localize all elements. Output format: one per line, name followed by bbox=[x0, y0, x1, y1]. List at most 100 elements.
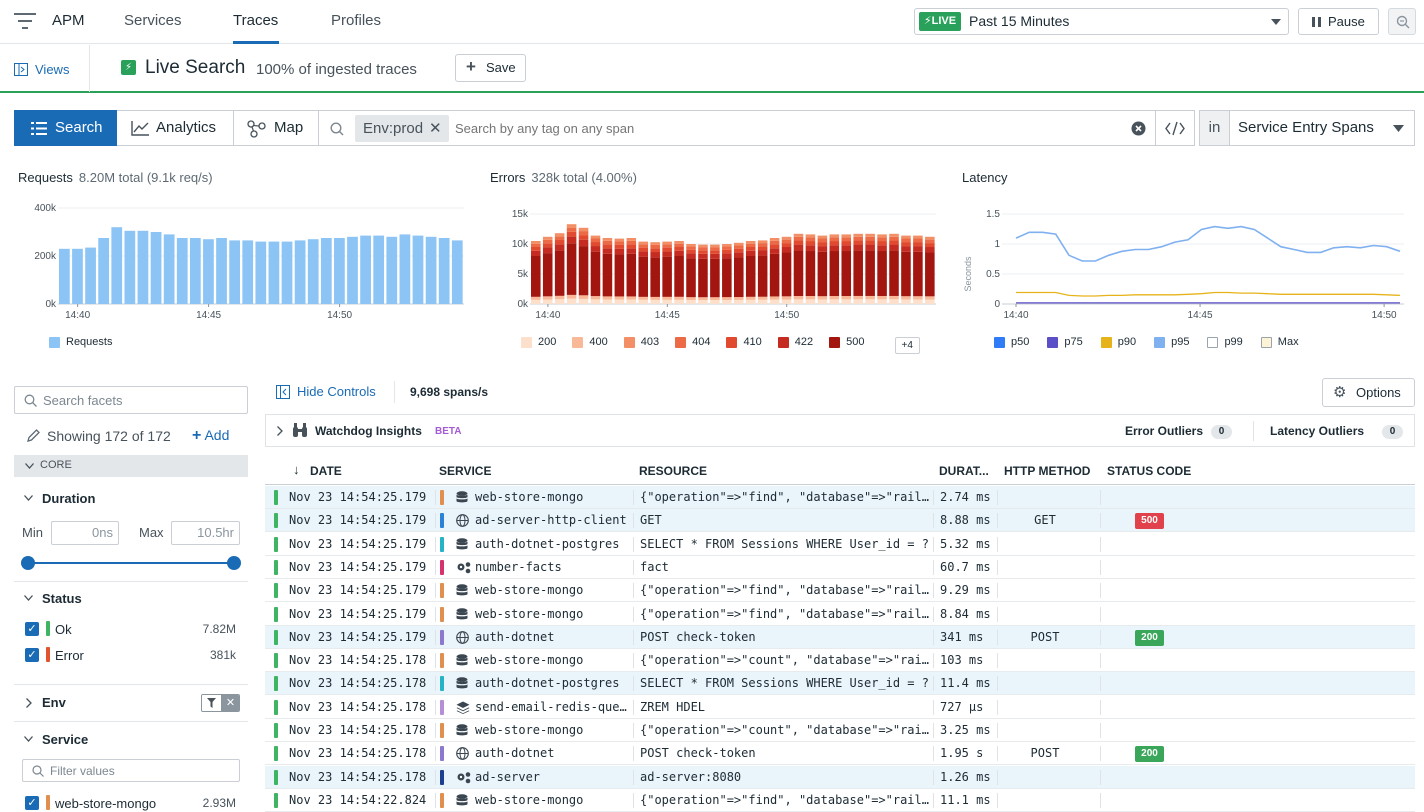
error-bar-segment[interactable] bbox=[710, 258, 720, 298]
error-bar-segment[interactable] bbox=[542, 296, 553, 300]
error-bar-segment[interactable] bbox=[805, 245, 816, 252]
error-bar-segment[interactable] bbox=[829, 296, 840, 300]
legend-item[interactable]: p95 bbox=[1154, 336, 1189, 348]
error-bar-segment[interactable] bbox=[650, 296, 660, 300]
error-bar-segment[interactable] bbox=[602, 240, 613, 245]
error-bar-segment[interactable] bbox=[817, 242, 828, 247]
error-bar-segment[interactable] bbox=[853, 250, 863, 296]
requests-chart[interactable]: 0k 200k 400k 14:40 14:45 14:50 bbox=[14, 192, 474, 324]
row-service[interactable]: web-store-mongo bbox=[475, 583, 584, 598]
error-bar-segment[interactable] bbox=[745, 299, 756, 304]
duration-max-input[interactable]: 10.5hr bbox=[171, 521, 240, 545]
error-bar-segment[interactable] bbox=[686, 297, 696, 300]
legend-more-button[interactable]: +4 bbox=[894, 336, 920, 354]
error-bar-segment[interactable] bbox=[554, 295, 565, 300]
error-bar-segment[interactable] bbox=[566, 236, 577, 244]
error-bar-segment[interactable] bbox=[710, 247, 720, 251]
error-bar-segment[interactable] bbox=[781, 252, 792, 297]
requests-bar[interactable] bbox=[242, 240, 254, 304]
error-bar-segment[interactable] bbox=[781, 239, 792, 244]
error-bar-segment[interactable] bbox=[877, 299, 887, 304]
row-service[interactable]: ad-server-http-client bbox=[475, 513, 627, 528]
error-bar-segment[interactable] bbox=[745, 243, 756, 247]
error-bar-segment[interactable] bbox=[817, 251, 828, 297]
error-bar-segment[interactable] bbox=[662, 256, 672, 297]
error-bar-segment[interactable] bbox=[662, 241, 672, 245]
requests-bar[interactable] bbox=[137, 230, 149, 304]
error-bar-segment[interactable] bbox=[650, 252, 660, 258]
env-facet-title[interactable]: Env bbox=[42, 695, 66, 710]
error-bar-segment[interactable] bbox=[745, 296, 756, 300]
error-bar-segment[interactable] bbox=[734, 252, 744, 258]
error-bar-segment[interactable] bbox=[793, 244, 804, 251]
legend-item[interactable]: Max bbox=[1260, 336, 1299, 348]
error-bar-segment[interactable] bbox=[614, 241, 625, 245]
error-bar-segment[interactable] bbox=[817, 246, 828, 252]
error-bar-segment[interactable] bbox=[805, 296, 816, 300]
error-bar-segment[interactable] bbox=[734, 257, 744, 298]
requests-bar[interactable] bbox=[59, 248, 70, 304]
requests-bar[interactable] bbox=[98, 238, 110, 304]
error-bar-segment[interactable] bbox=[745, 247, 756, 251]
error-bar-segment[interactable] bbox=[590, 299, 601, 304]
requests-bar[interactable] bbox=[281, 241, 293, 304]
error-bar-segment[interactable] bbox=[590, 246, 601, 252]
error-bar-segment[interactable] bbox=[793, 250, 804, 297]
status-facet-title[interactable]: Status bbox=[42, 591, 82, 606]
app-label[interactable]: APM bbox=[52, 12, 85, 29]
requests-bar[interactable] bbox=[203, 239, 214, 304]
error-bar-segment[interactable] bbox=[554, 299, 565, 304]
requests-bar[interactable] bbox=[150, 232, 162, 304]
error-bar-segment[interactable] bbox=[650, 299, 660, 304]
error-bar-segment[interactable] bbox=[913, 242, 923, 247]
error-bar-segment[interactable] bbox=[757, 246, 768, 251]
error-bar-segment[interactable] bbox=[722, 244, 732, 247]
error-bar-segment[interactable] bbox=[722, 258, 732, 298]
error-bar-segment[interactable] bbox=[554, 233, 565, 237]
error-bar-segment[interactable] bbox=[865, 233, 875, 237]
requests-bar[interactable] bbox=[85, 247, 96, 304]
error-bar-segment[interactable] bbox=[602, 299, 613, 305]
row-service[interactable]: web-store-mongo bbox=[475, 653, 584, 668]
error-bar-segment[interactable] bbox=[674, 256, 684, 297]
error-bar-segment[interactable] bbox=[662, 247, 672, 252]
error-bar-segment[interactable] bbox=[925, 247, 935, 253]
error-bar-segment[interactable] bbox=[602, 244, 613, 249]
legend-item[interactable]: 404 bbox=[675, 336, 710, 348]
error-bar-segment[interactable] bbox=[829, 234, 840, 238]
legend-item[interactable]: p90 bbox=[1100, 336, 1136, 348]
error-bar-segment[interactable] bbox=[710, 297, 720, 301]
error-bar-segment[interactable] bbox=[817, 235, 828, 239]
requests-bar[interactable] bbox=[72, 248, 83, 304]
error-bar-segment[interactable] bbox=[531, 247, 541, 251]
error-bar-segment[interactable] bbox=[722, 253, 732, 259]
error-bar-segment[interactable] bbox=[734, 245, 744, 249]
table-row[interactable]: Nov 23 14:54:25.178 ad-server ad-server:80… bbox=[265, 765, 1415, 789]
error-bar-segment[interactable] bbox=[662, 251, 672, 257]
error-bar-segment[interactable] bbox=[590, 242, 601, 247]
row-service[interactable]: auth-dotnet-postgres bbox=[475, 536, 620, 551]
error-bar-segment[interactable] bbox=[590, 238, 601, 243]
error-bar-segment[interactable] bbox=[602, 296, 613, 300]
duration-facet-title[interactable]: Duration bbox=[42, 491, 96, 506]
error-bar-segment[interactable] bbox=[578, 239, 589, 247]
search-bar[interactable]: Env:prod ✕ bbox=[318, 110, 1195, 146]
error-bar-segment[interactable] bbox=[554, 250, 565, 296]
row-service[interactable]: web-store-mongo bbox=[475, 792, 584, 807]
column-http-method[interactable]: HTTP METHOD bbox=[1004, 464, 1091, 478]
error-bar-segment[interactable] bbox=[698, 247, 708, 251]
error-bar-segment[interactable] bbox=[638, 256, 649, 297]
error-bar-segment[interactable] bbox=[662, 244, 672, 248]
pause-button[interactable]: Pause bbox=[1298, 8, 1379, 35]
error-bar-segment[interactable] bbox=[531, 299, 541, 304]
error-bar-segment[interactable] bbox=[614, 254, 625, 297]
error-bar-segment[interactable] bbox=[841, 296, 852, 300]
error-bar-segment[interactable] bbox=[817, 296, 828, 300]
error-bar-segment[interactable] bbox=[889, 244, 899, 251]
table-row[interactable]: Nov 23 14:54:25.179 web-store-mongo {"oper… bbox=[265, 579, 1415, 603]
error-bar-segment[interactable] bbox=[817, 238, 828, 243]
status-error-checkbox[interactable]: ✓ bbox=[25, 648, 39, 662]
error-bar-segment[interactable] bbox=[901, 238, 911, 243]
error-bar-segment[interactable] bbox=[554, 240, 565, 245]
env-filter-toggle[interactable]: ✕ bbox=[201, 694, 240, 712]
